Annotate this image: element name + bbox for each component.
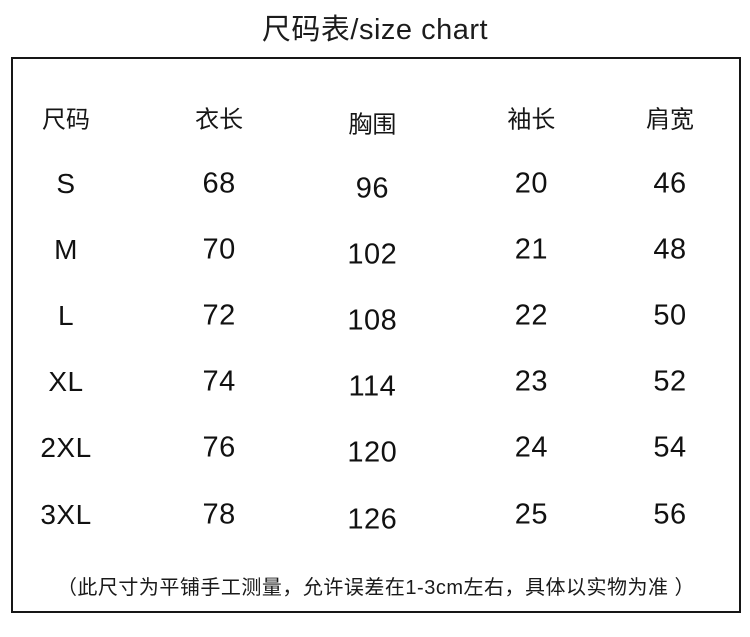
- table-row-2xl: 2XL 76 120 24 54: [13, 415, 739, 481]
- cell-shoulder: 50: [653, 299, 687, 332]
- cell-length: 70: [202, 233, 236, 266]
- cell-length: 76: [202, 431, 236, 464]
- cell-length: 68: [202, 167, 236, 199]
- cell-length: 78: [202, 498, 236, 531]
- cell-shoulder: 46: [653, 167, 687, 199]
- cell-shoulder: 54: [653, 431, 687, 464]
- column-header-size: 尺码: [41, 106, 90, 134]
- table-row-3xl: 3XL 78 126 25 56: [13, 481, 739, 549]
- size-chart-table: 尺码 衣长 胸围 袖长 肩宽 S 68 96 20 46 M 70 102 21…: [11, 57, 741, 613]
- measurement-note: （此尺寸为平铺手工测量，允许误差在1-3cm左右，具体以实物为准 ）: [56, 576, 696, 599]
- cell-bust: 108: [347, 304, 398, 337]
- cell-sleeve: 25: [514, 498, 548, 531]
- table-note-row: （此尺寸为平铺手工测量，允许误差在1-3cm左右，具体以实物为准 ）: [13, 549, 739, 611]
- cell-sleeve: 22: [514, 299, 548, 332]
- cell-sleeve: 24: [514, 431, 548, 464]
- cell-length: 72: [202, 299, 236, 332]
- cell-length: 74: [202, 365, 236, 398]
- table-row-xl: XL 74 114 23 52: [13, 349, 739, 415]
- column-header-bust: 胸围: [348, 111, 397, 139]
- column-header-shoulder: 肩宽: [646, 106, 695, 134]
- cell-sleeve: 20: [514, 167, 548, 199]
- cell-sleeve: 21: [514, 233, 548, 266]
- cell-size: 3XL: [40, 499, 92, 530]
- cell-bust: 126: [347, 503, 398, 536]
- cell-size: L: [57, 300, 75, 331]
- table-row-m: M 70 102 21 48: [13, 217, 739, 283]
- cell-bust: 120: [347, 436, 398, 469]
- cell-size: XL: [48, 366, 84, 397]
- cell-sleeve: 23: [514, 365, 548, 398]
- column-header-length: 衣长: [195, 106, 244, 134]
- cell-bust: 114: [348, 370, 397, 403]
- cell-size: 2XL: [40, 432, 92, 463]
- table-row-l: L 72 108 22 50: [13, 283, 739, 349]
- cell-shoulder: 52: [653, 365, 687, 398]
- cell-bust: 96: [355, 172, 389, 204]
- table-row-s: S 68 96 20 46: [13, 150, 739, 217]
- cell-shoulder: 56: [653, 498, 687, 531]
- cell-bust: 102: [347, 238, 398, 271]
- cell-size: S: [56, 167, 76, 199]
- column-header-sleeve: 袖长: [507, 106, 556, 134]
- cell-size: M: [54, 234, 78, 265]
- page-title: 尺码表/size chart: [261, 14, 489, 46]
- cell-shoulder: 48: [653, 233, 687, 266]
- table-header-row: 尺码 衣长 胸围 袖长 肩宽: [13, 59, 739, 150]
